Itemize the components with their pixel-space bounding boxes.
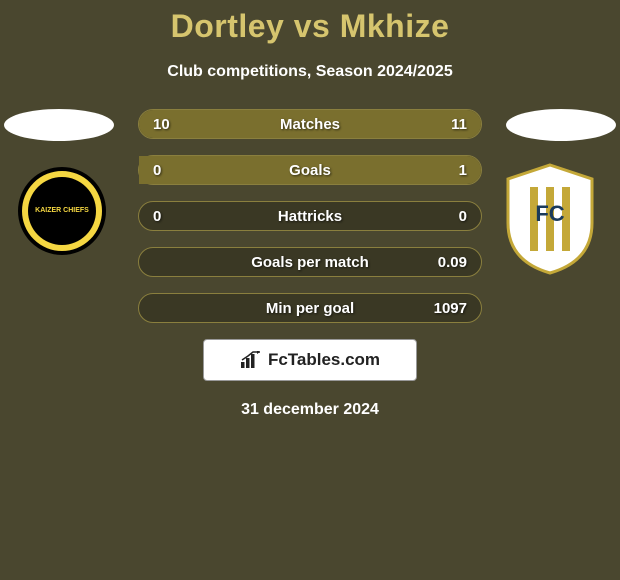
stat-bar: 0 Goals 1 (138, 155, 482, 185)
footer-brand-text: FcTables.com (268, 350, 380, 370)
stat-label: Goals per match (251, 254, 369, 271)
stat-label: Matches (280, 116, 340, 133)
stat-bar: 0 Hattricks 0 (138, 201, 482, 231)
stat-value-right: 0.09 (438, 254, 467, 271)
footer-brand-box[interactable]: FcTables.com (203, 339, 417, 381)
stat-value-right: 1097 (434, 300, 467, 317)
stat-value-right: 0 (459, 208, 467, 225)
stat-value-left: 10 (153, 116, 170, 133)
chart-icon (240, 351, 262, 369)
stat-value-left: 0 (153, 162, 161, 179)
stat-value-left: 0 (153, 208, 161, 225)
club-badge-text: KAIZER CHIEFS (28, 177, 96, 245)
stat-value-right: 1 (459, 162, 467, 179)
stat-value-right: 11 (451, 116, 467, 133)
player-avatar-right (506, 109, 616, 141)
player-avatar-left (4, 109, 114, 141)
stat-bar: Goals per match 0.09 (138, 247, 482, 277)
stat-label: Goals (289, 162, 331, 179)
page-subtitle: Club competitions, Season 2024/2025 (0, 63, 620, 81)
page-title: Dortley vs Mkhize (0, 0, 620, 45)
stat-bar: Min per goal 1097 (138, 293, 482, 323)
date-text: 31 december 2024 (0, 401, 620, 419)
svg-text:FC: FC (535, 201, 564, 226)
club-logo-left: KAIZER CHIEFS (18, 167, 106, 255)
stat-label: Hattricks (278, 208, 342, 225)
stat-bar: 10 Matches 11 (138, 109, 482, 139)
stat-label: Min per goal (266, 300, 354, 317)
club-logo-right: FC (498, 161, 602, 277)
stats-area: KAIZER CHIEFS FC 10Matches110Goals10Hatt… (0, 109, 620, 323)
stat-bars: 10Matches110Goals10Hattricks0Goals per m… (138, 109, 482, 323)
